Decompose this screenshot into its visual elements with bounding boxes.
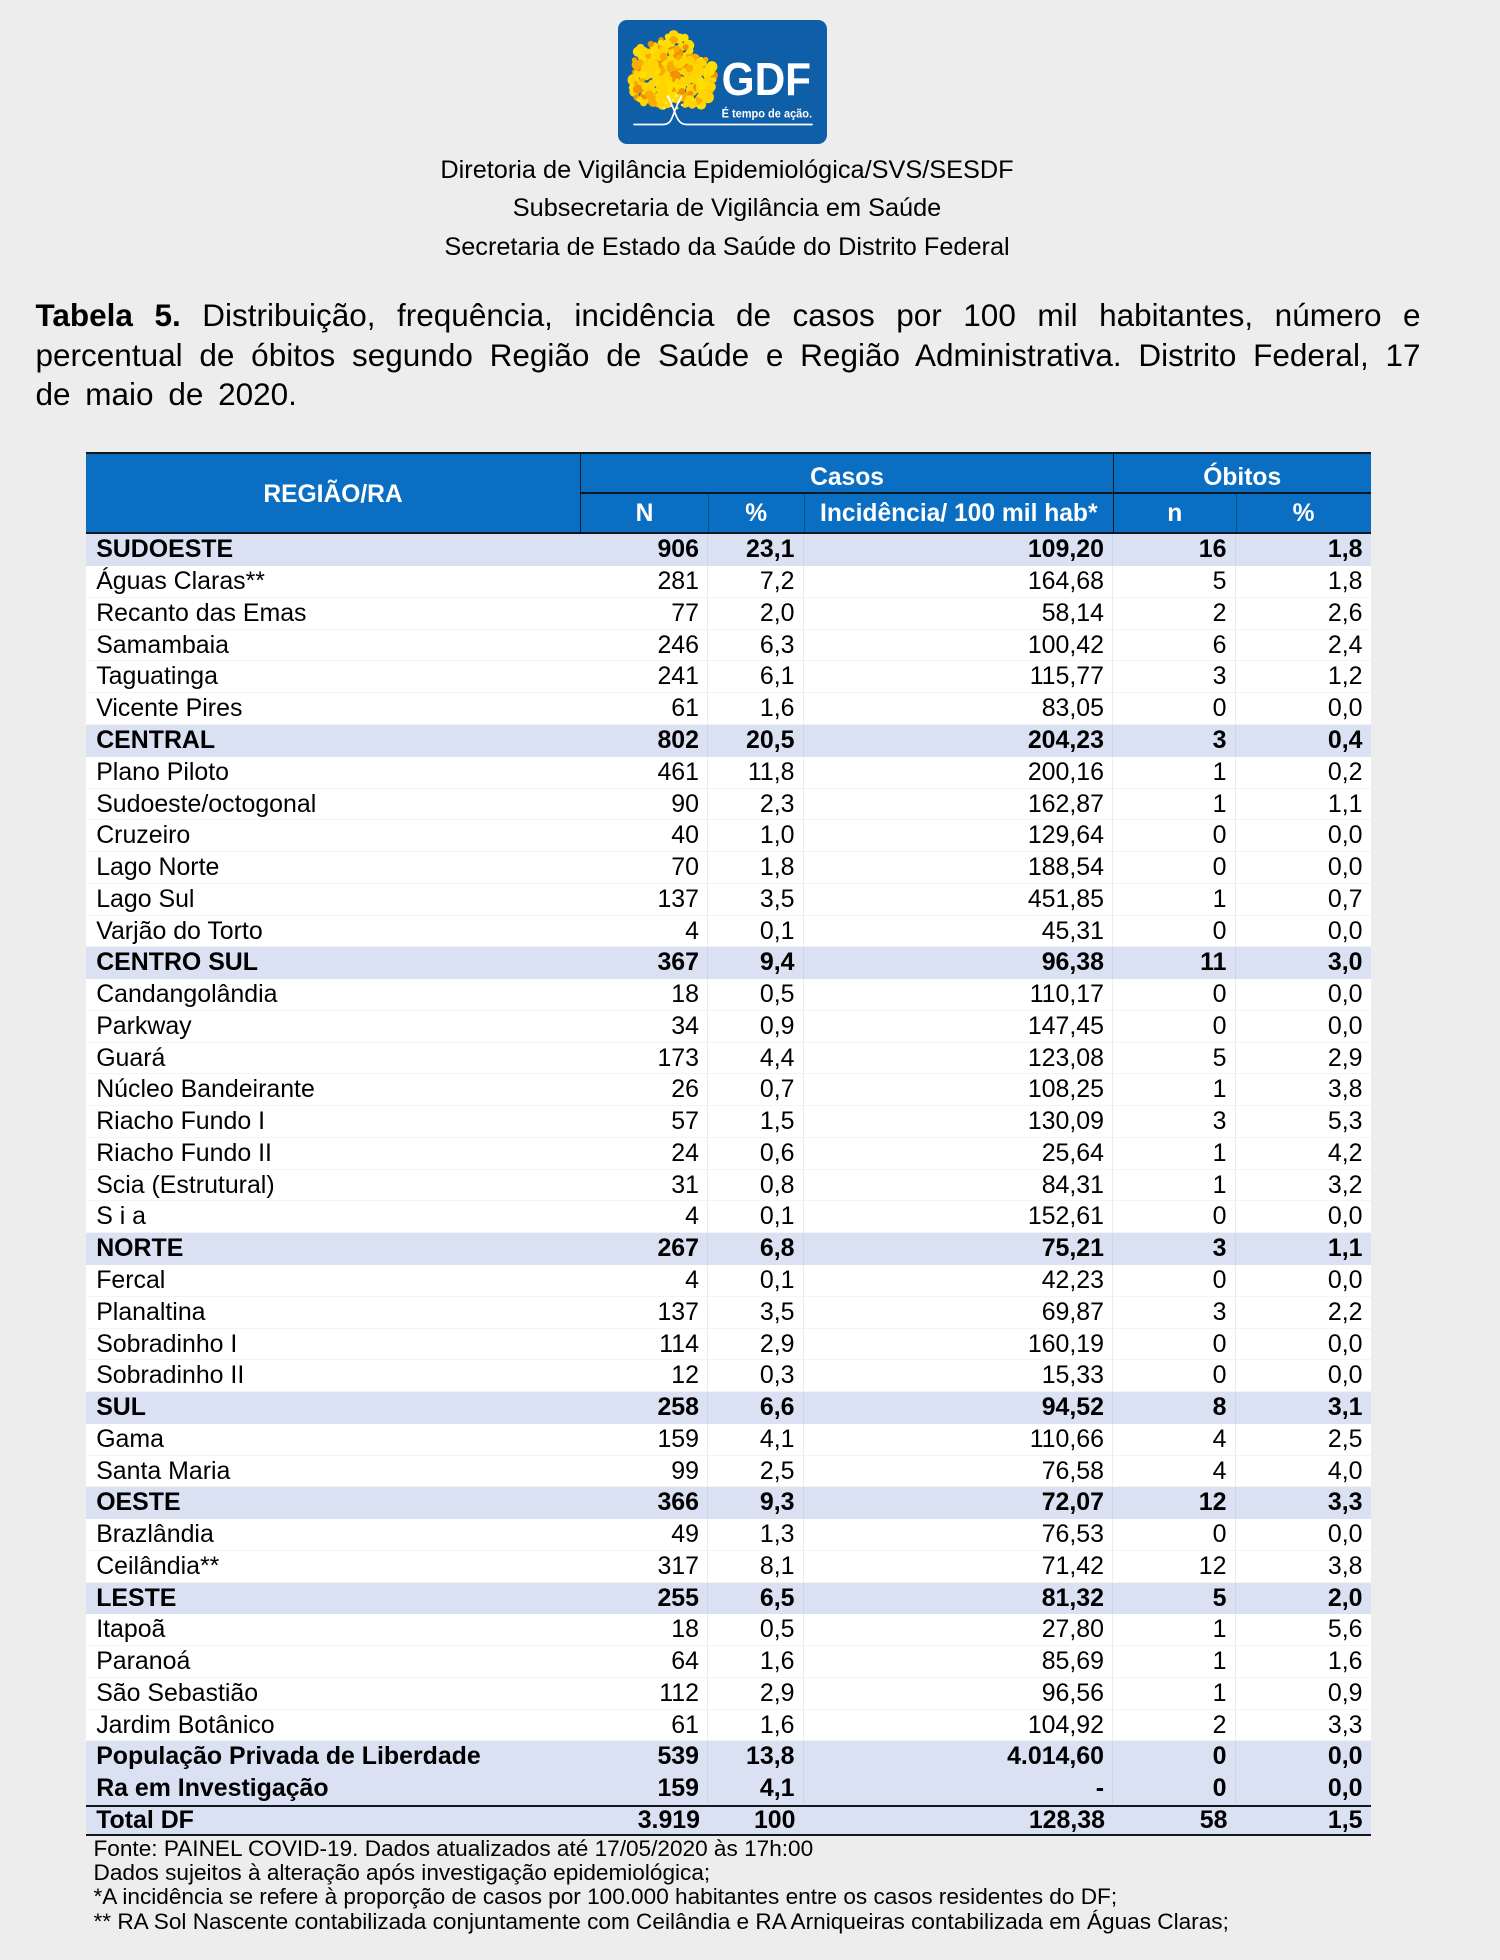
svg-text:GDF: GDF: [722, 53, 812, 105]
svg-text:É tempo de ação.: É tempo de ação.: [722, 106, 813, 121]
